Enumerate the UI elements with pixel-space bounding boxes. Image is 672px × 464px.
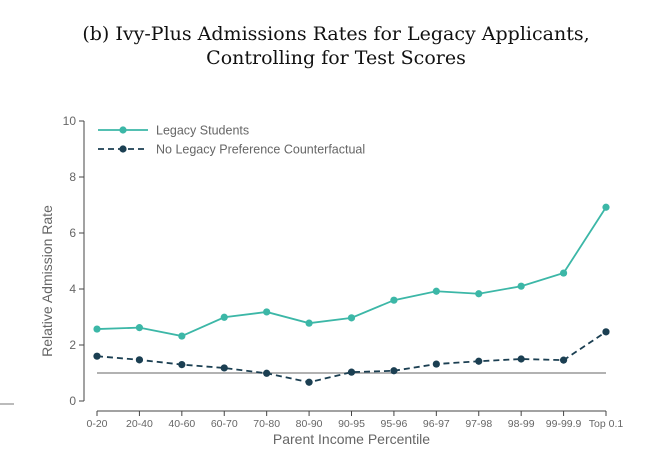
counterfactual-point bbox=[305, 378, 313, 386]
x-axis-label: Parent Income Percentile bbox=[273, 431, 430, 447]
x-tick-label: 96-97 bbox=[423, 418, 450, 430]
legacy-students-point bbox=[432, 287, 440, 295]
legend-counterfactual-marker bbox=[119, 145, 127, 153]
axes: 0 2 4 6 8 10 0-20 20-40 40-60 60-70 70-80 80-90 90-9… bbox=[0, 114, 623, 447]
legend-legacy-students-marker bbox=[119, 126, 127, 134]
counterfactual-point bbox=[602, 328, 610, 336]
y-tick-label: 0 bbox=[69, 394, 76, 408]
legend-legacy-students-label: Legacy Students bbox=[156, 124, 249, 138]
legacy-students-point bbox=[220, 313, 228, 321]
x-tick-label: 80-90 bbox=[296, 418, 323, 430]
x-tick-label: 40-60 bbox=[168, 418, 195, 430]
y-tick-label: 4 bbox=[69, 282, 76, 296]
chart-title-line1: (b) Ivy-Plus Admissions Rates for Legacy… bbox=[82, 23, 590, 45]
legacy-students-point bbox=[347, 314, 356, 322]
legacy-students-point bbox=[602, 203, 610, 211]
legacy-students-point bbox=[305, 319, 313, 327]
legacy-students-point bbox=[517, 282, 525, 290]
legacy-students-point bbox=[135, 324, 144, 332]
x-tick-label: 99-99.9 bbox=[546, 418, 582, 430]
counterfactual-point bbox=[135, 356, 144, 364]
counterfactual-point bbox=[220, 364, 228, 372]
legend-counterfactual-label: No Legacy Preference Counterfactual bbox=[156, 143, 365, 157]
x-tick-label: 70-80 bbox=[253, 418, 280, 430]
y-tick-label: 10 bbox=[63, 114, 77, 128]
x-tick-label: 97-98 bbox=[465, 418, 492, 430]
counterfactual-point bbox=[390, 367, 398, 375]
counterfactual-point bbox=[432, 360, 440, 368]
x-tick-label: 95-96 bbox=[380, 418, 407, 430]
counterfactual-point bbox=[559, 356, 568, 364]
x-tick-label: 98-99 bbox=[508, 418, 535, 430]
legacy-students-point bbox=[475, 290, 483, 298]
y-axis-label: Relative Admission Rate bbox=[39, 205, 55, 357]
chart-title: (b) Ivy-Plus Admissions Rates for Legacy… bbox=[0, 22, 672, 70]
counterfactual-point bbox=[517, 355, 525, 363]
counterfactual-point bbox=[93, 352, 101, 360]
counterfactual-point bbox=[475, 357, 483, 365]
legacy-students-point bbox=[263, 308, 271, 316]
legacy-students-point bbox=[178, 332, 186, 340]
y-tick-label: 2 bbox=[69, 338, 76, 352]
y-tick-label: 8 bbox=[69, 170, 76, 184]
chart-title-line2: Controlling for Test Scores bbox=[206, 47, 466, 69]
x-tick-label: 0-20 bbox=[86, 418, 107, 430]
legacy-students-point bbox=[559, 269, 568, 277]
x-tick-label: 20-40 bbox=[126, 418, 153, 430]
counterfactual-point bbox=[347, 368, 356, 376]
legacy-students-point bbox=[93, 325, 101, 333]
legacy-students-point bbox=[390, 296, 398, 304]
x-tick-label: 60-70 bbox=[211, 418, 238, 430]
counterfactual-point bbox=[178, 361, 186, 369]
x-tick-label: 90-95 bbox=[338, 418, 365, 430]
series-group bbox=[93, 203, 610, 386]
counterfactual-point bbox=[263, 369, 271, 377]
legend: Legacy Students No Legacy Preference Coun… bbox=[98, 124, 365, 157]
x-tick-label: Top 0.1 bbox=[589, 418, 624, 430]
y-tick-label: 6 bbox=[69, 226, 76, 240]
